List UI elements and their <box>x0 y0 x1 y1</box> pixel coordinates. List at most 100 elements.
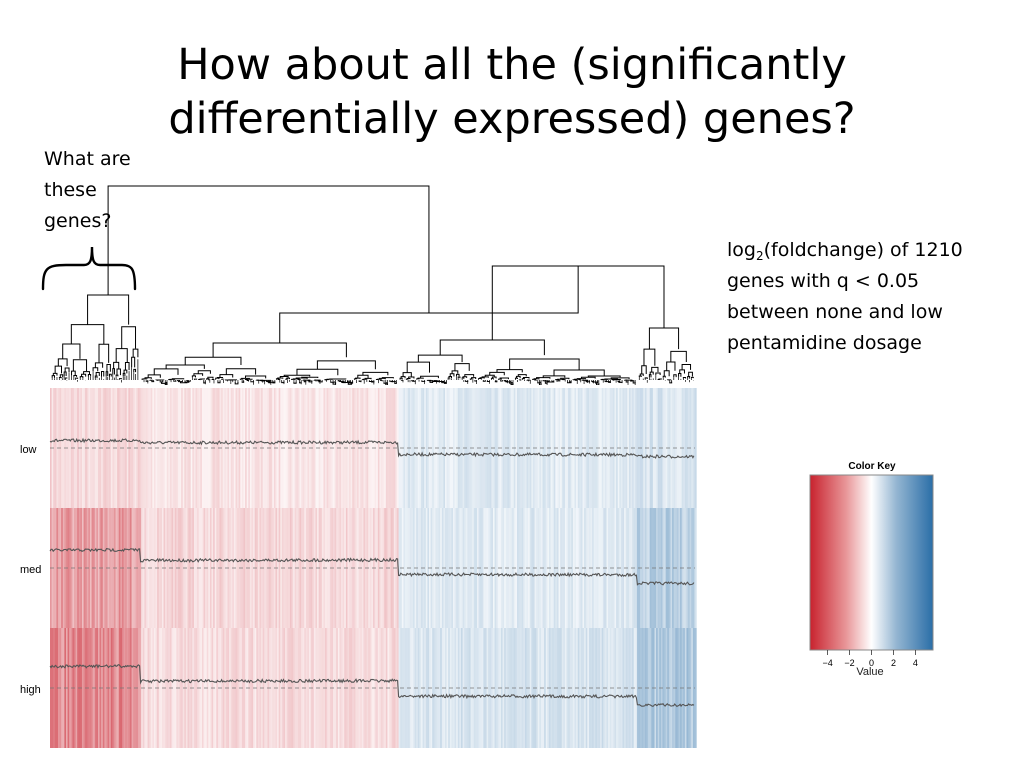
heatmap-cell <box>88 388 91 508</box>
dendrogram-branch <box>293 381 297 384</box>
heatmap-cell <box>326 508 329 628</box>
dendrogram-branch <box>617 380 621 382</box>
heatmap-cell <box>475 388 478 508</box>
heatmap-cell <box>369 388 373 508</box>
heatmap-cell <box>144 388 147 508</box>
heatmap-cell <box>88 508 91 628</box>
heatmap-cell <box>489 628 492 748</box>
heatmap-cell <box>312 388 315 508</box>
heatmap-cell <box>125 508 128 628</box>
heatmap-cell <box>376 508 379 628</box>
heatmap-cell <box>440 388 443 508</box>
heatmap-cell <box>173 508 176 628</box>
heatmap-cell <box>160 628 163 748</box>
row-label-med: med <box>20 564 41 576</box>
heatmap-cell <box>139 508 142 628</box>
heatmap-cell <box>606 388 609 508</box>
heatmap-cell <box>173 628 176 748</box>
heatmap-cell <box>321 628 325 748</box>
heatmap-cell <box>307 628 310 748</box>
heatmap-cell <box>110 388 113 508</box>
heatmap-cell <box>131 628 134 748</box>
dendrogram-branch <box>383 382 388 384</box>
heatmap-cell <box>313 508 317 628</box>
dendrogram-branch <box>115 348 128 363</box>
dendrogram-branch <box>638 375 642 377</box>
heatmap-cell <box>494 508 497 628</box>
heatmap-cell <box>587 388 590 508</box>
heatmap-cell <box>552 508 555 628</box>
heatmap-cell <box>515 388 518 508</box>
dendrogram-branch <box>641 365 647 374</box>
heatmap-cell <box>664 628 667 748</box>
heatmap-cell <box>214 628 217 748</box>
dendrogram-branch <box>441 381 446 384</box>
dendrogram-branch <box>508 382 513 384</box>
dendrogram-branch <box>553 369 605 376</box>
heatmap-cell <box>571 508 574 628</box>
dendrogram-branch <box>385 382 388 385</box>
heatmap-cell <box>572 628 576 748</box>
heatmap-cell <box>467 628 470 748</box>
dendrogram-branch <box>308 380 313 383</box>
heatmap-cell <box>593 628 596 748</box>
heatmap-cell <box>467 388 470 508</box>
color-key-tick-label: −4 <box>822 658 832 668</box>
heatmap-cell <box>75 628 78 748</box>
heatmap-cell <box>174 628 177 748</box>
heatmap-cell <box>341 508 344 628</box>
heatmap-cell <box>320 508 323 628</box>
dendrogram <box>51 185 694 385</box>
dendrogram-branch <box>191 375 196 378</box>
heatmap-cell <box>286 628 289 748</box>
heatmap-cell <box>179 388 182 508</box>
dendrogram-branch <box>346 380 350 383</box>
heatmap-cell <box>328 628 331 748</box>
heatmap-cell <box>110 628 113 748</box>
heatmap-cell <box>657 388 660 508</box>
heatmap-cell <box>81 508 85 628</box>
dendrogram-branch <box>682 377 687 379</box>
heatmap-cell <box>145 628 149 748</box>
heatmap-cell <box>552 388 555 508</box>
heatmap-cell <box>481 628 484 748</box>
heatmap-cell <box>459 388 462 508</box>
heatmap-cell <box>195 508 198 628</box>
dendrogram-branch <box>216 376 224 379</box>
heatmap-cell <box>473 388 476 508</box>
heatmap-cell <box>195 388 198 508</box>
heatmap-cell <box>566 628 569 748</box>
heatmap-cell <box>118 628 121 748</box>
heatmap-cell <box>152 628 155 748</box>
heatmap-cell <box>531 628 534 748</box>
heatmap-cell <box>593 508 596 628</box>
heatmap-cell <box>587 628 590 748</box>
heatmap-cell <box>230 628 233 748</box>
heatmap-cell <box>502 508 505 628</box>
heatmap-cell <box>272 628 275 748</box>
heatmap-cell <box>293 628 296 748</box>
heatmap-cell <box>230 388 233 508</box>
heatmap-cell <box>312 508 315 628</box>
heatmap-cell <box>389 388 392 508</box>
heatmap-cell <box>342 628 345 748</box>
heatmap-cell <box>270 508 273 628</box>
heatmap-cell <box>662 628 665 748</box>
heatmap-cell <box>494 628 497 748</box>
trace-line-med <box>49 547 695 586</box>
heatmap-cell <box>510 628 513 748</box>
heatmap-cell <box>683 628 686 748</box>
heatmap-cell <box>564 508 568 628</box>
dendrogram-branch <box>212 342 347 358</box>
heatmap-cell <box>333 508 336 628</box>
heatmap-cell <box>433 508 436 628</box>
heatmap-cell <box>620 508 624 628</box>
heatmap-cell <box>489 388 492 508</box>
heatmap-cell <box>529 628 532 748</box>
dendrogram-branch <box>62 343 81 359</box>
dendrogram-branch <box>505 381 512 383</box>
dendrogram-branch <box>73 375 78 377</box>
heatmap-cell <box>419 388 422 508</box>
heatmap-cell <box>377 628 381 748</box>
heatmap-cell <box>550 628 553 748</box>
